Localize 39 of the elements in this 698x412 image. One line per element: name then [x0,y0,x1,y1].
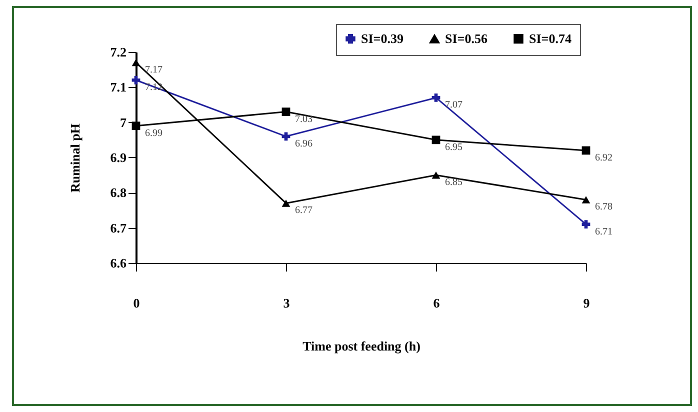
data-label: 6.99 [145,128,162,139]
y-tick-label: 6.8 [110,185,127,200]
data-label: 6.95 [445,142,462,153]
data-label: 7.07 [445,100,462,111]
x-axis-title: Time post feeding (h) [302,338,420,354]
point [432,136,440,144]
point [282,108,290,116]
x-tick-label: 0 [133,296,140,310]
y-tick-label: 7.1 [110,80,126,95]
point [282,200,290,207]
y-tick-label: 7 [120,114,127,130]
point [432,171,440,179]
y-tick-label: 6.7 [110,220,127,236]
point [432,94,440,102]
x-tick-label: 9 [583,296,590,310]
point [282,132,290,141]
point [582,196,590,204]
y-tick-label: 6.6 [110,256,127,270]
x-tick-label: 6 [433,296,440,310]
legend-label: SI=0.74 [529,30,572,46]
point [582,220,590,228]
y-axis-title: Ruminal pH [67,124,82,192]
legend-label: SI=0.56 [445,31,488,46]
point [132,76,140,84]
data-label: 7.17 [145,64,162,76]
x-tick-label: 3 [283,296,290,310]
legend-label: SI=0.39 [361,30,404,46]
point [132,122,140,130]
data-label: 6.71 [595,226,612,238]
data-label: 6.85 [445,177,462,188]
data-label: 6.92 [595,152,612,164]
point [132,58,140,66]
data-label: 6.96 [295,138,312,150]
data-label: 6.78 [595,202,612,213]
y-tick-label: 6.9 [110,150,127,165]
y-tick-label: 7.2 [110,44,126,60]
data-label: 7.03 [295,114,312,125]
data-label: 6.77 [295,205,312,216]
point [582,146,590,155]
